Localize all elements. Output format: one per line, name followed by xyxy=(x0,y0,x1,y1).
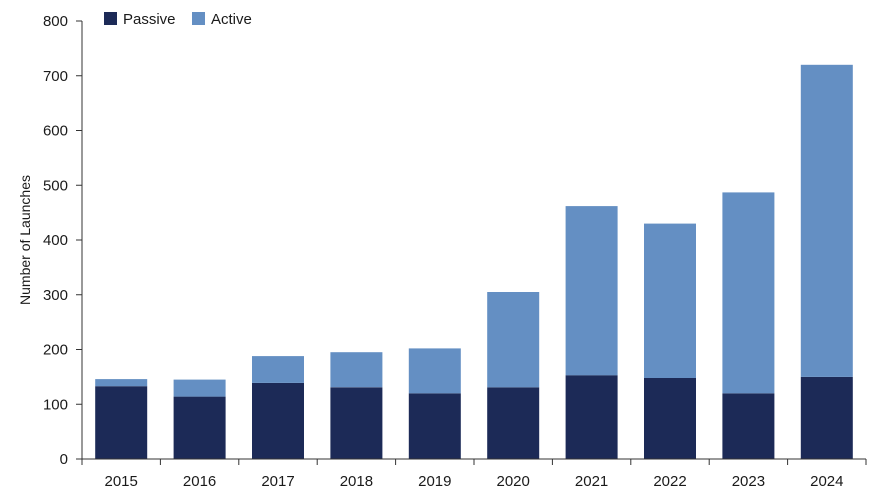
axes-group: 0 100 200 300 400 500 600 700 800 2015 2016 2017 201… xyxy=(43,13,867,490)
bar-active-2017 xyxy=(252,356,304,383)
bar-passive-2023 xyxy=(722,393,775,459)
legend-label-active: Active xyxy=(211,11,252,28)
bar-active-2023 xyxy=(722,192,775,394)
y-tick-label-700: 700 xyxy=(43,68,68,85)
bar-passive-2017 xyxy=(252,382,304,459)
bar-active-2019 xyxy=(408,348,461,394)
x-tick-label-2023: 2023 xyxy=(732,473,765,490)
x-tick-label-2015: 2015 xyxy=(105,473,138,490)
bar-active-2016 xyxy=(173,379,226,397)
bar-active-2021 xyxy=(565,206,618,376)
bar-passive-2021 xyxy=(565,375,618,459)
x-tick-label-2016: 2016 xyxy=(183,473,216,490)
bar-active-2024 xyxy=(800,64,853,377)
bar-passive-2020 xyxy=(487,387,540,459)
y-tick-label-300: 300 xyxy=(43,287,68,304)
x-tick-label-2018: 2018 xyxy=(340,473,373,490)
y-tick-label-200: 200 xyxy=(43,342,68,359)
x-tick-label-2020: 2020 xyxy=(497,473,530,490)
x-tick-label-2024: 2024 xyxy=(810,473,843,490)
legend-swatch-passive xyxy=(104,12,117,25)
y-tick-label-800: 800 xyxy=(43,13,68,30)
bars-group xyxy=(95,64,853,459)
bar-passive-2015 xyxy=(95,386,148,459)
legend: Passive Active xyxy=(104,11,252,28)
bar-active-2022 xyxy=(644,223,696,378)
bar-passive-2022 xyxy=(644,378,696,459)
y-tick-label-0: 0 xyxy=(60,451,68,468)
y-tick-label-500: 500 xyxy=(43,177,68,194)
x-tick-label-2017: 2017 xyxy=(261,473,294,490)
bar-passive-2019 xyxy=(408,393,461,459)
y-tick-label-100: 100 xyxy=(43,396,68,413)
y-tick-label-600: 600 xyxy=(43,123,68,140)
bar-passive-2016 xyxy=(173,396,226,459)
legend-swatch-active xyxy=(192,12,205,25)
y-tick-label-400: 400 xyxy=(43,232,68,249)
x-tick-label-2019: 2019 xyxy=(418,473,451,490)
x-tick-label-2022: 2022 xyxy=(653,473,686,490)
bar-active-2020 xyxy=(487,292,540,388)
legend-label-passive: Passive xyxy=(123,11,176,28)
bar-active-2015 xyxy=(95,379,148,387)
bar-passive-2018 xyxy=(330,387,383,459)
bar-passive-2024 xyxy=(800,376,853,459)
x-tick-label-2021: 2021 xyxy=(575,473,608,490)
bar-active-2018 xyxy=(330,352,383,388)
y-axis-title: Number of Launches xyxy=(17,175,33,305)
